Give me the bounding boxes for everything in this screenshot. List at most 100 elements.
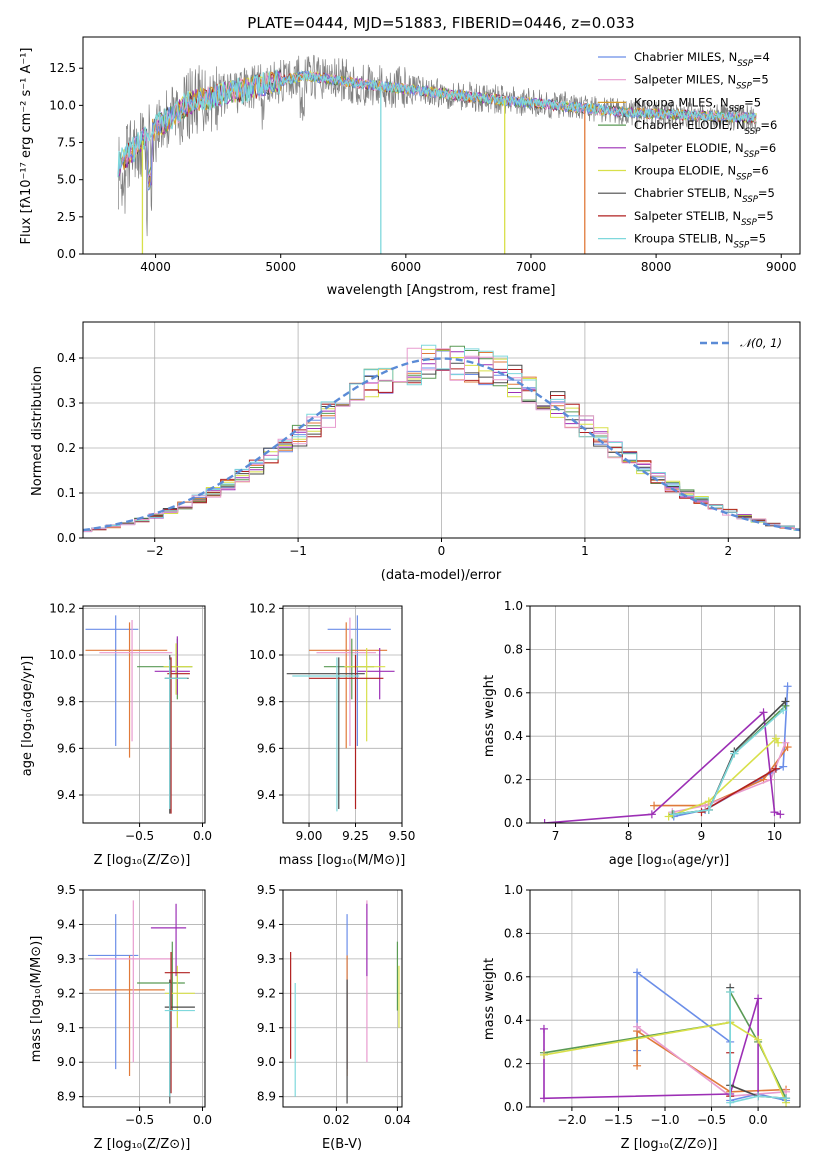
x-tick-label: 7 [552,829,560,843]
errorbar-point [316,617,376,746]
normal-curve [83,357,800,532]
weight-marker [754,1092,763,1101]
weight-series [668,701,790,819]
residual-histogram [83,348,800,532]
residuals-grid [83,322,800,539]
residual-histogram [83,347,800,532]
weight-vs-age-xlabel: age [log₁₀(age/yr)] [609,853,730,868]
weight-marker [726,987,735,996]
weight-marker [759,708,768,717]
legend-entry: Salpeter MILES, NSSP=5 [634,73,769,92]
y-tick-label: 10.2 [49,601,76,615]
errorbar-point [327,615,391,746]
errorbar-point [344,648,386,742]
x-tick-label: 0.04 [384,1113,411,1127]
weight-line [701,768,777,813]
y-tick-label: 0.6 [504,970,523,984]
y-tick-label: 0.4 [504,1013,523,1027]
errorbar-point [167,657,190,814]
weight-series [726,987,791,1107]
weight-vs-age-panel: 7 8 9 10 0.0 0.2 0.4 0.6 0.8 1.0 age [log₁₀(age/y… [482,599,801,868]
y-tick-label: 9.0 [57,1055,76,1069]
x-tick-label: −2.0 [557,1113,586,1127]
weight-marker [726,1098,735,1107]
age-vs-mass-points [286,615,395,812]
x-tick-label: 9.50 [389,829,416,843]
errorbar-point [85,622,168,758]
x-tick-label: −2 [146,544,164,558]
y-tick-label: 9.8 [257,695,276,709]
spectrum-lines [117,54,757,254]
weight-marker [704,805,713,814]
spectrum-panel: PLATE=0444, MJD=51883, FIBERID=0446, z=0… [19,14,801,298]
legend-entry: Chabrier ELODIE, NSSP=6 [634,118,777,137]
weight-marker [697,808,706,817]
x-tick-label: −0.5 [125,829,154,843]
y-tick-label: 0.3 [57,396,76,410]
weight-line [543,998,759,1100]
weight-line [729,992,787,1104]
errorbar-point [164,952,190,1094]
errorbar-point [286,657,365,809]
weight-vs-z-ylabel: mass weight [482,958,497,1040]
x-tick-label: 0.0 [193,829,212,843]
y-tick-label: 9.6 [57,741,76,755]
weight-marker [540,819,549,823]
y-tick-label: 0.2 [504,773,523,787]
weight-marker [664,812,673,821]
weight-marker [650,801,659,810]
weight-marker [754,1035,763,1044]
x-tick-label: 5000 [265,260,296,274]
x-tick-label: 0.0 [193,1113,212,1127]
weight-series [669,706,788,819]
legend-entry: Chabrier MILES, NSSP=4 [634,50,770,69]
normal-legend-label: 𝒩(0, 1) [740,336,782,350]
weight-marker [770,808,779,817]
legend-entry: Kroupa MILES, NSSP=5 [634,95,761,114]
x-tick-label: 10 [767,829,782,843]
weight-marker [669,810,678,819]
mass-vs-ebv-xlabel: E(B-V) [322,1137,362,1152]
errorbar-point [99,620,173,742]
y-tick-label: 9.6 [257,741,276,755]
y-tick-label: 9.2 [257,986,276,1000]
y-tick-label: 9.3 [257,952,276,966]
y-tick-label: 0.1 [57,486,76,500]
weight-marker [781,697,790,706]
y-tick-label: 0.6 [504,686,523,700]
weight-series [669,697,790,819]
y-tick-label: 7.5 [57,136,76,150]
residuals-xlabel: (data-model)/error [381,568,502,583]
residual-histogram [83,352,800,531]
x-tick-label: −0.5 [125,1113,154,1127]
weight-series [697,764,780,817]
errorbar-point [95,900,174,1063]
errorbar-point [292,657,360,812]
weight-vs-z-xlabel: Z [log₁₀(Z/Z⊙)] [621,1137,718,1152]
weight-marker [633,1022,642,1031]
x-tick-label: 0.02 [323,1113,350,1127]
age-vs-z-grid [83,606,205,823]
weight-marker [781,738,790,747]
y-tick-label: 9.5 [257,883,276,897]
y-tick-label: 1.0 [504,599,523,613]
y-tick-label: 0.2 [57,441,76,455]
y-tick-label: 0.0 [57,247,76,261]
weight-vs-z-panel: −2.0 −1.5 −1.0 −0.5 0.0 0.0 0.2 0.4 0.6 0.8 1.0 Z … [482,883,801,1152]
residual-histograms [83,344,800,533]
y-tick-label: 9.0 [257,1055,276,1069]
mass-vs-ebv-grid [283,889,402,1107]
spectrum-xlabel: wavelength [Angstrom, rest frame] [327,283,556,298]
x-tick-label: 9000 [766,260,797,274]
errorbar-point [137,638,193,700]
y-tick-label: 0.0 [504,816,523,830]
x-tick-label: 0.0 [749,1113,768,1127]
y-tick-label: 9.5 [57,883,76,897]
weight-series [664,734,783,821]
weight-marker [774,738,783,747]
weight-marker [730,749,739,758]
errorbar-point [164,659,188,809]
age-vs-z-xlabel: Z [log₁₀(Z/Z⊙)] [94,853,191,868]
weight-vs-z-frame [529,889,801,1108]
